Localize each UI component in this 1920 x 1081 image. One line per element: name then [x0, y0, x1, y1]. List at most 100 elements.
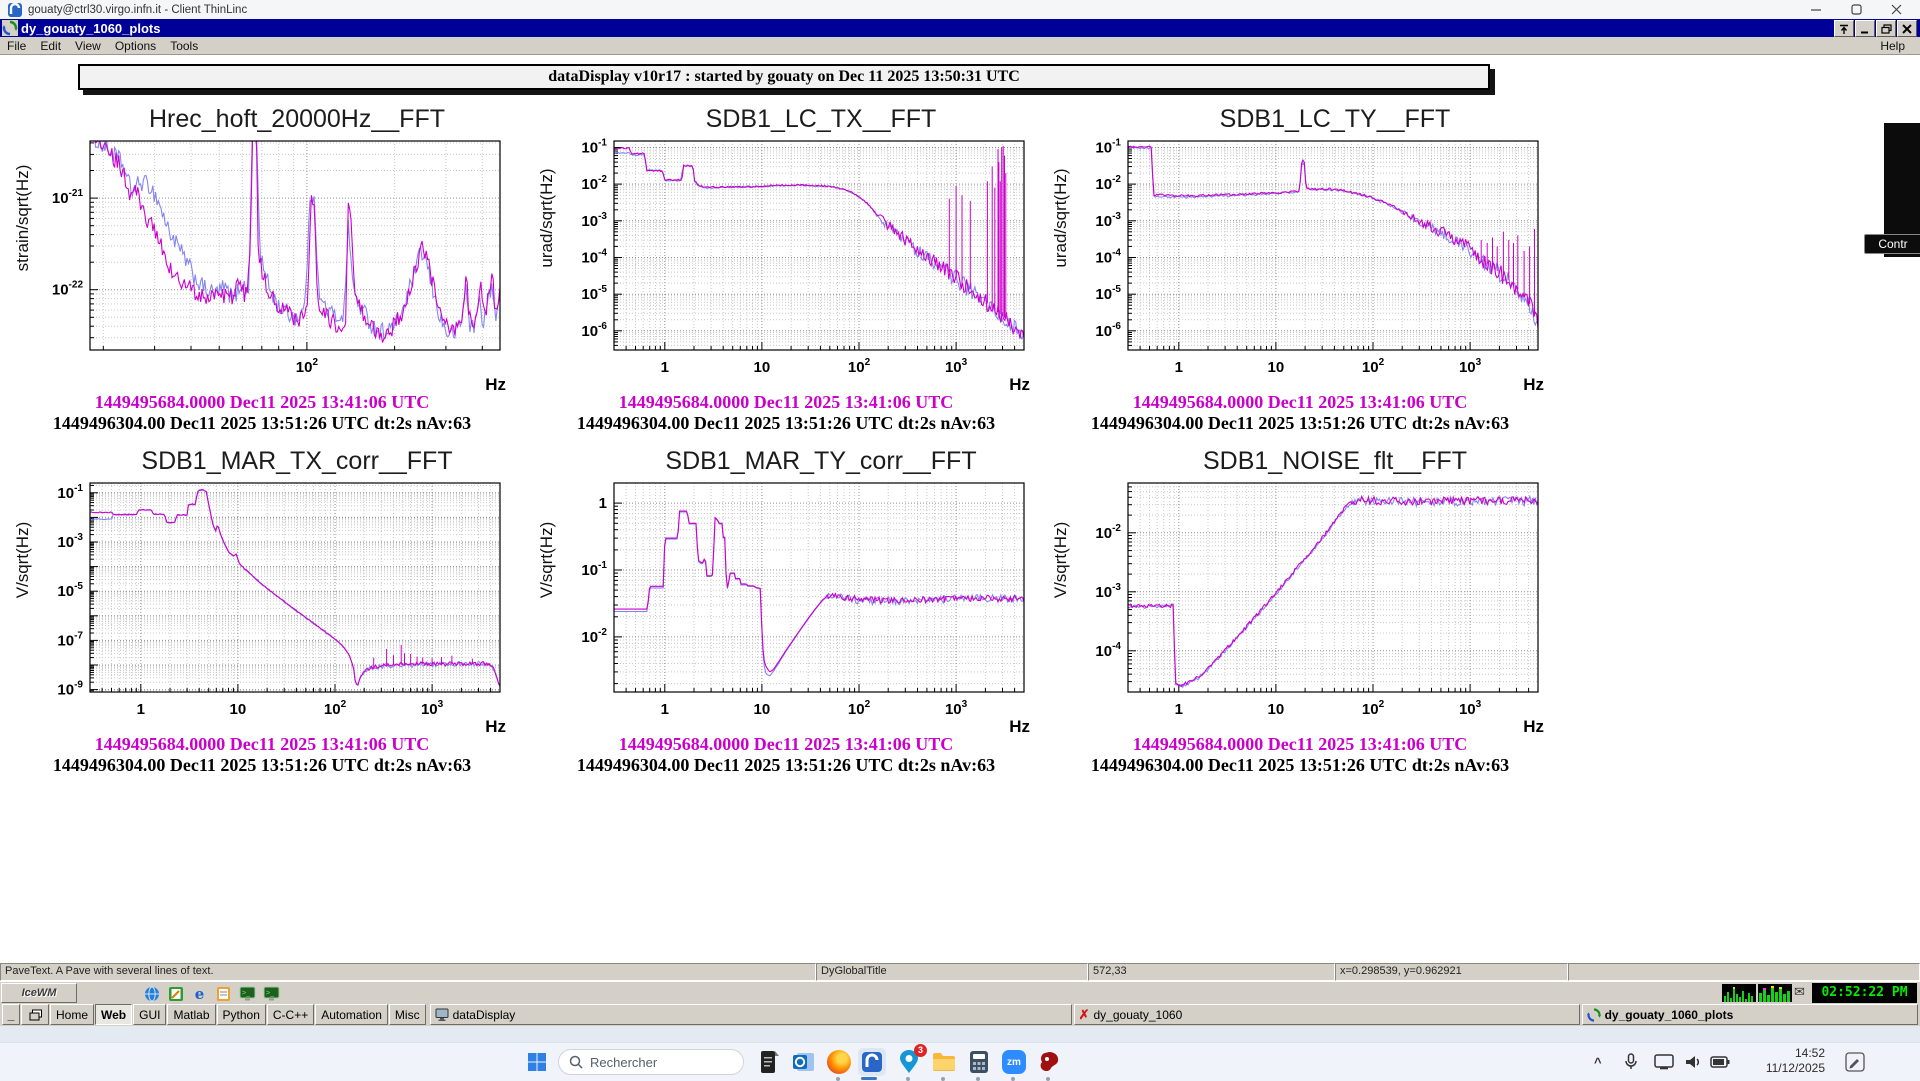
svg-text:10-2: 10-2 — [1095, 174, 1121, 193]
svg-text:V/sqrt(Hz): V/sqrt(Hz) — [13, 522, 32, 599]
windows-clock[interactable]: 14:52 11/12/2025 — [1735, 1046, 1825, 1076]
task-dy-gouaty-1060-plots[interactable]: dy_gouaty_1060_plots — [1581, 1004, 1918, 1025]
thinlinc-minimize-button[interactable] — [1796, 0, 1836, 19]
battery-icon[interactable] — [1710, 1043, 1730, 1081]
net-monitor-widget — [1758, 984, 1792, 1002]
chart-canvas[interactable]: 10-21 10-22 102 strain/sqrt(Hz) Hz — [6, 136, 512, 392]
zoom-icon[interactable]: zm — [1000, 1048, 1028, 1076]
svg-text:10-6: 10-6 — [581, 321, 607, 340]
status-pixel-coords: 572,33 — [1088, 963, 1335, 981]
cpu-monitor-widget — [1722, 984, 1756, 1002]
thinlinc-close-button[interactable] — [1876, 0, 1916, 19]
svg-text:Hz: Hz — [1009, 717, 1030, 734]
firefox-icon[interactable] — [825, 1048, 853, 1076]
file-explorer-icon[interactable] — [930, 1048, 958, 1076]
side-overlay-label[interactable]: Contr — [1864, 234, 1920, 254]
svg-text:10-6: 10-6 — [1095, 321, 1121, 340]
window-titlebar[interactable]: dy_gouaty_1060_plots — [0, 19, 1920, 37]
menu-view[interactable]: View — [75, 38, 101, 53]
microphone-icon[interactable] — [1624, 1043, 1638, 1081]
chart-cell-lc-ty: SDB1_LC_TY__FFT 10-1 10-2 10-3 10-4 10-5 10-6… — [1044, 100, 1556, 440]
svg-text:10-4: 10-4 — [1095, 641, 1121, 660]
terminal-icon[interactable]: >_ — [236, 984, 259, 1003]
start-button[interactable] — [523, 1048, 551, 1076]
task-dy-gouaty-1060[interactable]: ✗ dy_gouaty_1060 — [1073, 1004, 1580, 1025]
chart-stop-time: 1449496304.00 Dec11 2025 13:51:26 UTC dt… — [1090, 755, 1510, 775]
svg-text:102: 102 — [296, 357, 319, 376]
cast-screen-icon[interactable] — [1654, 1043, 1674, 1081]
workspace-home[interactable]: Home — [50, 1004, 95, 1025]
workspace-gui[interactable]: GUI — [133, 1004, 167, 1025]
show-desktop-button[interactable]: _ — [2, 1004, 20, 1025]
svg-text:>_: >_ — [242, 990, 250, 997]
svg-text:urad/sqrt(Hz): urad/sqrt(Hz) — [537, 168, 556, 267]
svg-text:1: 1 — [137, 701, 145, 718]
open-indicator-dot — [836, 1077, 840, 1081]
menu-tools[interactable]: Tools — [170, 38, 199, 53]
workspace-matlab[interactable]: Matlab — [167, 1004, 216, 1025]
workspace-misc[interactable]: Misc — [388, 1004, 426, 1025]
terminal2-icon[interactable]: >_ — [260, 984, 283, 1003]
svg-text:strain/sqrt(Hz): strain/sqrt(Hz) — [13, 165, 32, 272]
workspace-automation[interactable]: Automation — [315, 1004, 388, 1025]
icewm-clock: 02:52:22 PM — [1812, 983, 1917, 1003]
svg-text:10-22: 10-22 — [52, 280, 84, 299]
menu-edit[interactable]: Edit — [40, 38, 62, 53]
svg-text:10-21: 10-21 — [52, 188, 84, 207]
window-list-button[interactable] — [21, 1004, 49, 1025]
notification-pen-icon[interactable] — [1845, 1043, 1865, 1081]
svg-text:10: 10 — [754, 701, 771, 718]
chart-title: Hrec_hoft_20000Hz__FFT — [149, 105, 445, 133]
thinlinc-taskbar-icon[interactable] — [858, 1048, 886, 1076]
chart-canvas[interactable]: 10-1 10-3 10-5 10-7 10-9 1 10 102 103 V/sqrt(Hz) H… — [6, 478, 512, 734]
thinlinc-maximize-button[interactable] — [1836, 0, 1876, 19]
svg-text:10: 10 — [754, 359, 771, 376]
window-minimize-button[interactable] — [1855, 20, 1875, 37]
chart-canvas[interactable]: 10-1 10-2 10-3 10-4 10-5 10-6 1 10 102 103 urad/sq… — [1044, 136, 1550, 393]
menubar: File Edit View Options Tools Help — [0, 37, 1920, 55]
window-close-button[interactable] — [1897, 20, 1917, 37]
thinlinc-title: gouaty@ctrl30.virgo.infn.it - Client Thi… — [28, 3, 248, 16]
task-datadisplay[interactable]: dataDisplay — [429, 1004, 1072, 1025]
editor-icon[interactable] — [164, 984, 187, 1003]
window-restore-button[interactable] — [1876, 20, 1896, 37]
notes-icon[interactable] — [212, 984, 235, 1003]
outlook-icon[interactable] — [790, 1048, 818, 1076]
menu-options[interactable]: Options — [114, 38, 157, 53]
chart-canvas[interactable]: 10-1 10-2 10-3 10-4 10-5 10-6 1 10 102 103 urad/sq… — [530, 136, 1036, 393]
svg-text:10-7: 10-7 — [57, 630, 83, 649]
svg-text:Hz: Hz — [1523, 717, 1544, 734]
menu-help[interactable]: Help — [1880, 38, 1905, 53]
notepad-app-icon[interactable] — [755, 1048, 783, 1076]
svg-text:Hz: Hz — [485, 375, 506, 392]
workspace-c-cpp[interactable]: C-C++ — [266, 1004, 315, 1025]
svg-text:1: 1 — [1175, 701, 1183, 718]
red-app-icon[interactable] — [1035, 1048, 1063, 1076]
icewm-menu-button[interactable]: IceWM — [1, 983, 77, 1003]
chart-title: SDB1_LC_TY__FFT — [1219, 105, 1451, 133]
workspace-python[interactable]: Python — [216, 1004, 266, 1025]
global-title-banner: dataDisplay v10r17 : started by gouaty o… — [78, 64, 1490, 90]
window-rollup-button[interactable] — [1834, 20, 1854, 37]
search-input[interactable]: Rechercher — [558, 1049, 744, 1075]
window-title: dy_gouaty_1060_plots — [21, 20, 161, 36]
svg-text:103: 103 — [1459, 357, 1482, 376]
speaker-icon[interactable] — [1684, 1043, 1702, 1081]
svg-text:>_: >_ — [266, 990, 274, 997]
chart-canvas[interactable]: 1 10-1 10-2 1 10 102 103 V/sqrt(Hz) Hz — [530, 478, 1036, 734]
monitor-icon — [435, 1008, 449, 1021]
workspace-web[interactable]: Web — [95, 1004, 133, 1025]
tray-chevron-icon[interactable]: ^ — [1594, 1054, 1602, 1070]
svg-text:103: 103 — [945, 699, 968, 718]
chart-canvas[interactable]: 10-2 10-3 10-4 1 10 102 103 V/sqrt(Hz) Hz — [1044, 478, 1550, 734]
svg-text:10-1: 10-1 — [581, 138, 607, 157]
pin-app-icon[interactable]: 3 — [895, 1044, 927, 1076]
browser-e-icon[interactable]: e — [194, 984, 205, 1003]
mail-icon[interactable]: ✉ — [1794, 984, 1805, 999]
menu-file[interactable]: File — [7, 38, 27, 53]
chart-title: SDB1_LC_TX__FFT — [705, 105, 937, 133]
globe-icon[interactable] — [140, 984, 163, 1003]
calculator-icon[interactable] — [965, 1048, 993, 1076]
svg-text:10-3: 10-3 — [1095, 582, 1121, 601]
windows-taskbar: Rechercher 3 zm ^ 14:52 11/12/2025 — [0, 1042, 1920, 1081]
